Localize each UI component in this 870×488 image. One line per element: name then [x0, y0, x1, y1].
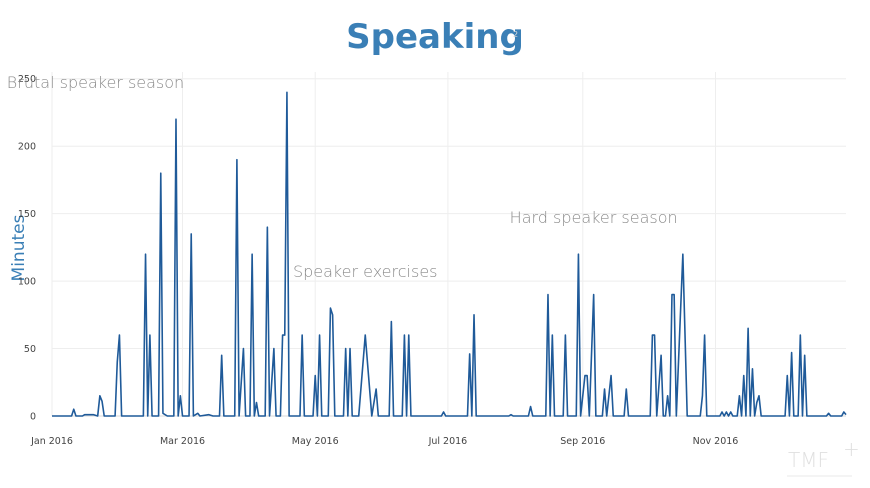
title-superscript: 2 [513, 30, 518, 39]
x-tick-label: May 2016 [292, 436, 339, 447]
y-tick-label: 0 [30, 412, 36, 423]
x-tick-label: Sep 2016 [560, 436, 605, 447]
series-line-minutes [52, 91, 847, 417]
y-tick-labels: 0 50 100 150 200 250 [18, 74, 36, 422]
y-tick-label: 250 [18, 74, 36, 85]
x-tick-label: Nov 2016 [693, 436, 739, 447]
gridlines [51, 72, 846, 417]
x-tick-label: Mar 2016 [160, 436, 205, 447]
x-tick-labels: Jan 2016 Mar 2016 May 2016 Jul 2016 Sep 2016… [30, 436, 738, 447]
y-tick-label: 50 [24, 344, 36, 355]
y-tick-label: 100 [18, 277, 36, 288]
annotations: Brutal speaker season Speaker exercises Ha… [7, 73, 678, 281]
chart-title: Speaking [346, 17, 524, 57]
x-tick-label: Jul 2016 [428, 436, 468, 447]
x-tick-label: Jan 2016 [30, 436, 73, 447]
logo-plus: + [843, 437, 860, 461]
annotation-label: Brutal speaker season [7, 73, 184, 92]
tmf-logo: TMF + [787, 437, 860, 477]
annotation-label: Speaker exercises [293, 262, 438, 281]
y-tick-label: 150 [18, 209, 36, 220]
y-axis-label: Minutes [9, 214, 29, 281]
annotation-label: Hard speaker season [510, 208, 678, 227]
y-tick-label: 200 [18, 142, 36, 153]
logo-text: TMF [788, 448, 829, 472]
